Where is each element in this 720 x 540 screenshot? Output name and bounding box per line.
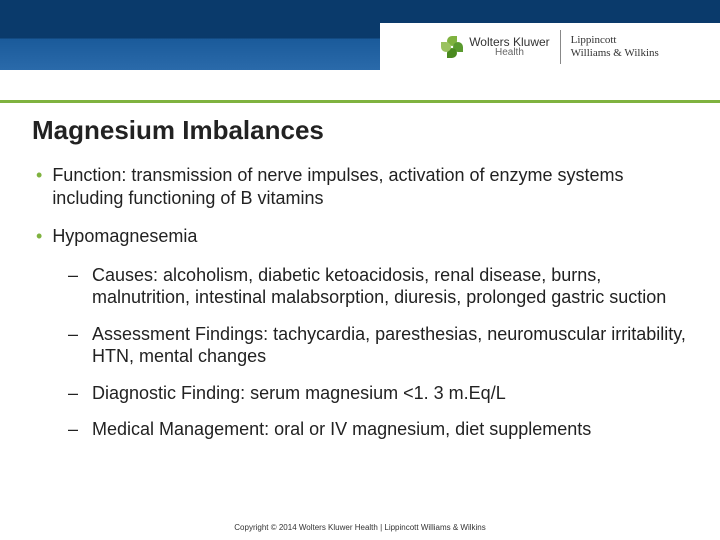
- bullet-sub-text: Diagnostic Finding: serum magnesium <1. …: [92, 382, 506, 405]
- brand-divider: [560, 30, 561, 64]
- wk-clover-icon: [441, 36, 463, 58]
- bullet-level-2: –Assessment Findings: tachycardia, pares…: [68, 323, 688, 368]
- slide-title: Magnesium Imbalances: [32, 115, 688, 146]
- lippincott-logo: Lippincott Williams & Wilkins: [571, 34, 659, 59]
- bullet-level-1: • Hypomagnesemia: [32, 225, 688, 248]
- bullet-dash-icon: –: [68, 382, 78, 405]
- bullet-text: Hypomagnesemia: [52, 225, 197, 248]
- bullet-dot-icon: •: [36, 225, 42, 248]
- header-logo-area: Wolters Kluwer Health Lippincott William…: [380, 23, 720, 70]
- brand1-name: Wolters Kluwer: [469, 36, 549, 48]
- slide-content: Magnesium Imbalances •Function: transmis…: [0, 103, 720, 441]
- bullet-text: Function: transmission of nerve impulses…: [52, 164, 688, 209]
- bullet-level-2: –Diagnostic Finding: serum magnesium <1.…: [68, 382, 688, 405]
- bullet-dot-icon: •: [36, 164, 42, 209]
- brand2-line2: Williams & Wilkins: [571, 47, 659, 60]
- wolters-kluwer-logo: Wolters Kluwer Health: [441, 36, 549, 58]
- bullet-sub-text: Medical Management: oral or IV magnesium…: [92, 418, 591, 441]
- bullet-dash-icon: –: [68, 323, 78, 368]
- copyright-text: Copyright © 2014 Wolters Kluwer Health |…: [0, 523, 720, 532]
- bullet-level-2: –Causes: alcoholism, diabetic ketoacidos…: [68, 264, 688, 309]
- bullet-sub-text: Assessment Findings: tachycardia, parest…: [92, 323, 688, 368]
- brand1-sub: Health: [469, 48, 549, 58]
- bullet-level-2: –Medical Management: oral or IV magnesiu…: [68, 418, 688, 441]
- brand2-line1: Lippincott: [571, 34, 659, 47]
- bullet-level-1: •Function: transmission of nerve impulse…: [32, 164, 688, 209]
- header-bar: Wolters Kluwer Health Lippincott William…: [0, 0, 720, 70]
- bullet-dash-icon: –: [68, 264, 78, 309]
- bullet-dash-icon: –: [68, 418, 78, 441]
- bullets-container: •Function: transmission of nerve impulse…: [32, 164, 688, 441]
- bullet-sub-text: Causes: alcoholism, diabetic ketoacidosi…: [92, 264, 688, 309]
